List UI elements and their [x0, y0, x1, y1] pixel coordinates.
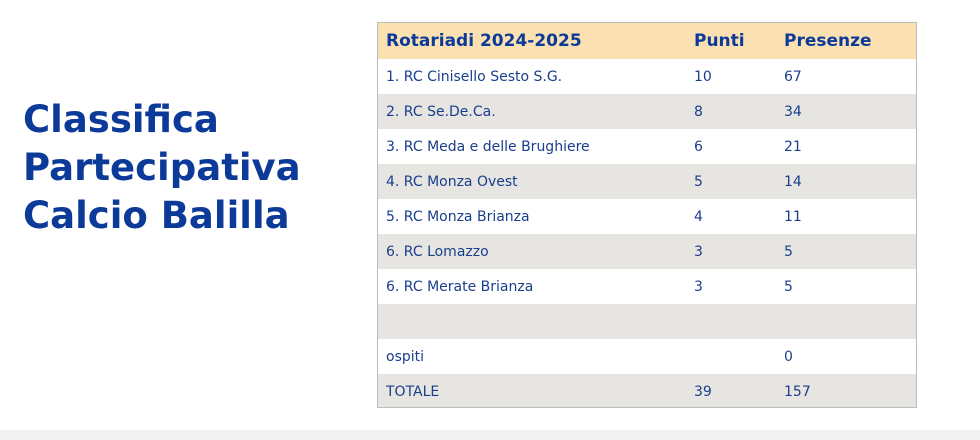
club-name-cell: 5. RC Monza Brianza — [386, 208, 530, 225]
attendance-cell: 67 — [784, 68, 802, 85]
column-header-attendance: Presenze — [784, 31, 872, 51]
points-cell: 4 — [694, 208, 703, 225]
table-row: 6. RC Lomazzo 3 5 — [378, 234, 916, 269]
club-name-cell — [378, 304, 686, 339]
column-header-event: Rotariadi 2024-2025 — [386, 31, 582, 51]
page-title: Classifica Partecipativa Calcio Balilla — [23, 96, 353, 240]
table-row: 6. RC Merate Brianza 3 5 — [378, 269, 916, 304]
table-row: 4. RC Monza Ovest 5 14 — [378, 164, 916, 199]
club-name-cell: 6. RC Merate Brianza — [386, 278, 534, 295]
table-row-empty — [378, 304, 916, 339]
points-cell: 3 — [694, 278, 703, 295]
attendance-cell: 5 — [784, 243, 793, 260]
page-footer-strip — [0, 430, 980, 440]
attendance-cell: 34 — [784, 103, 802, 120]
club-name-cell: 2. RC Se.De.Ca. — [386, 103, 496, 120]
points-cell: 3 — [694, 243, 703, 260]
points-cell — [686, 339, 776, 374]
attendance-cell: 14 — [784, 173, 802, 190]
table-row: 1. RC Cinisello Sesto S.G. 10 67 — [378, 59, 916, 94]
points-cell: 6 — [694, 138, 703, 155]
club-name-cell: 1. RC Cinisello Sesto S.G. — [386, 68, 563, 85]
attendance-cell: 21 — [784, 138, 802, 155]
ranking-table: Rotariadi 2024-2025 Punti Presenze 1. RC… — [377, 22, 917, 408]
total-label-cell: TOTALE — [386, 383, 440, 400]
attendance-cell: 0 — [784, 348, 793, 365]
column-header-points: Punti — [694, 31, 745, 51]
club-name-cell: 3. RC Meda e delle Brughiere — [386, 138, 590, 155]
page-title-line: Calcio Balilla — [23, 194, 290, 237]
ranking-table-grid: Rotariadi 2024-2025 Punti Presenze 1. RC… — [378, 23, 916, 407]
table-header-row: Rotariadi 2024-2025 Punti Presenze — [378, 23, 916, 59]
total-points-cell: 39 — [694, 383, 712, 400]
total-attendance-cell: 157 — [784, 383, 811, 400]
club-name-cell: 6. RC Lomazzo — [386, 243, 489, 260]
club-name-cell: 4. RC Monza Ovest — [386, 173, 518, 190]
points-cell — [686, 304, 776, 339]
points-cell: 8 — [694, 103, 703, 120]
table-row: 5. RC Monza Brianza 4 11 — [378, 199, 916, 234]
page-title-line: Partecipativa — [23, 146, 301, 189]
table-row: 3. RC Meda e delle Brughiere 6 21 — [378, 129, 916, 164]
table-row: 2. RC Se.De.Ca. 8 34 — [378, 94, 916, 129]
points-cell: 5 — [694, 173, 703, 190]
attendance-cell: 5 — [784, 278, 793, 295]
club-name-cell: ospiti — [386, 348, 425, 365]
attendance-cell — [776, 304, 916, 339]
points-cell: 10 — [694, 68, 712, 85]
table-row-total: TOTALE 39 157 — [378, 374, 916, 407]
table-row-guests: ospiti 0 — [378, 339, 916, 374]
page-title-line: Classifica — [23, 98, 219, 141]
attendance-cell: 11 — [784, 208, 802, 225]
